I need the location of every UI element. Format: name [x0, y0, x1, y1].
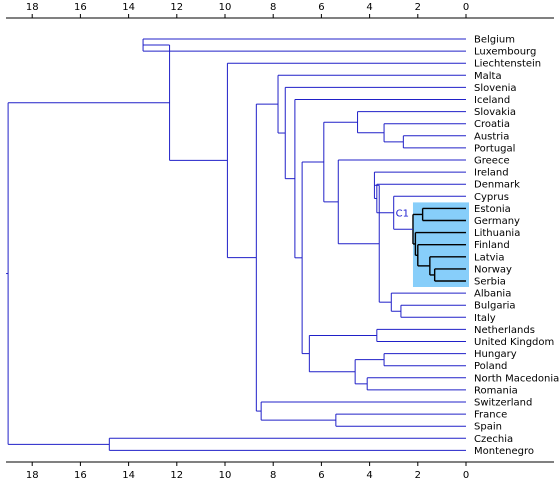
bottom-tick-label: 2: [415, 470, 421, 481]
top-tick-label: 8: [270, 2, 276, 13]
leaf-label: Italy: [474, 313, 496, 324]
leaf-label: Greece: [474, 156, 510, 167]
leaf-label: Romania: [474, 385, 518, 396]
leaf-label: Switzerland: [474, 398, 532, 409]
bottom-tick-label: 6: [318, 470, 324, 481]
leaf-label: Albania: [474, 289, 511, 300]
leaf-label: United Kingdom: [474, 337, 554, 348]
leaf-labels: BelgiumLuxembourgLiechtensteinMaltaSlove…: [474, 35, 559, 457]
leaf-label: Norway: [474, 264, 512, 275]
top-tick-label: 18: [26, 2, 39, 13]
leaf-label: Hungary: [474, 349, 517, 360]
leaf-label: Denmark: [474, 180, 520, 191]
leaf-label: Malta: [474, 71, 502, 82]
bottom-axis: 18 16 14 12 10 8 6 4 2 0: [6, 461, 554, 481]
leaf-label: North Macedonia: [474, 373, 559, 384]
top-tick-label: 4: [366, 2, 372, 13]
bottom-tick-label: 0: [463, 470, 469, 481]
bottom-tick-label: 14: [122, 470, 135, 481]
leaf-label: Iceland: [474, 95, 510, 106]
leaf-label: Latvia: [474, 252, 504, 263]
top-tick-label: 12: [170, 2, 183, 13]
bottom-tick-label: 8: [270, 470, 276, 481]
leaf-label: Ireland: [474, 168, 509, 179]
leaf-label: Spain: [474, 422, 502, 433]
leaf-label: Bulgaria: [474, 301, 515, 312]
top-tick-label: 6: [318, 2, 324, 13]
bottom-tick-label: 4: [366, 470, 372, 481]
leaf-label: Czechia: [474, 434, 513, 445]
leaf-label: Poland: [474, 361, 507, 372]
cluster-label: C1: [396, 208, 409, 219]
leaf-label: Slovenia: [474, 83, 517, 94]
leaf-label: Slovakia: [474, 107, 516, 118]
leaf-label: Finland: [474, 240, 510, 251]
leaf-label: Austria: [474, 131, 509, 142]
leaf-label: Luxembourg: [474, 47, 536, 58]
leaf-label: Germany: [474, 216, 520, 227]
leaf-label: Estonia: [474, 204, 511, 215]
leaf-label: France: [474, 410, 507, 421]
bottom-tick-label: 10: [219, 470, 232, 481]
bottom-tick-label: 12: [170, 470, 183, 481]
leaf-label: Croatia: [474, 119, 510, 130]
leaf-label: Lithuania: [474, 228, 520, 239]
bottom-tick-label: 16: [74, 470, 87, 481]
top-tick-label: 0: [463, 2, 469, 13]
top-tick-label: 10: [219, 2, 232, 13]
leaf-label: Belgium: [474, 35, 515, 46]
dendrogram-links: [6, 38, 466, 451]
leaf-label: Portugal: [474, 143, 515, 154]
top-tick-label: 14: [122, 2, 135, 13]
bottom-tick-label: 18: [26, 470, 39, 481]
leaf-label: Netherlands: [474, 325, 535, 336]
leaf-label: Liechtenstein: [474, 59, 541, 70]
leaf-label: Serbia: [474, 277, 506, 288]
top-tick-label: 16: [74, 2, 87, 13]
leaf-label: Montenegro: [474, 446, 534, 457]
leaf-label: Cyprus: [474, 192, 509, 203]
top-axis: 18 16 14 12 10 8 6 4 2 0: [6, 2, 554, 19]
top-tick-label: 2: [415, 2, 421, 13]
